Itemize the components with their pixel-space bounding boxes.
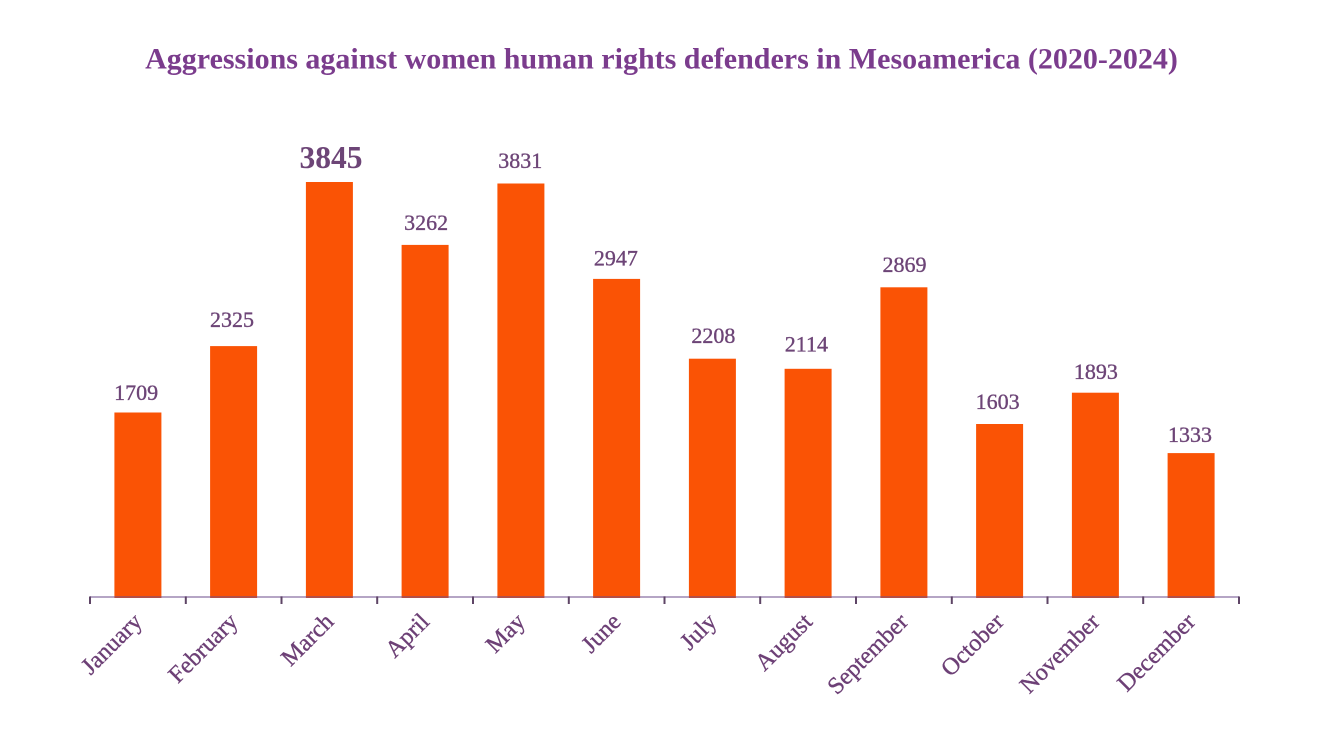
svg-text:1893: 1893 [1074,359,1118,384]
svg-text:1603: 1603 [976,389,1020,414]
svg-text:1709: 1709 [114,380,158,405]
svg-text:Aggressions against women huma: Aggressions against women human rights d… [145,43,1178,76]
svg-text:2947: 2947 [594,246,638,271]
svg-text:3262: 3262 [404,210,448,235]
svg-text:3831: 3831 [498,148,542,173]
svg-text:2869: 2869 [883,252,927,277]
svg-text:2114: 2114 [785,332,828,357]
svg-text:2325: 2325 [210,307,254,332]
svg-text:1333: 1333 [1168,422,1212,447]
svg-text:3845: 3845 [300,140,363,175]
svg-text:2208: 2208 [691,323,735,348]
